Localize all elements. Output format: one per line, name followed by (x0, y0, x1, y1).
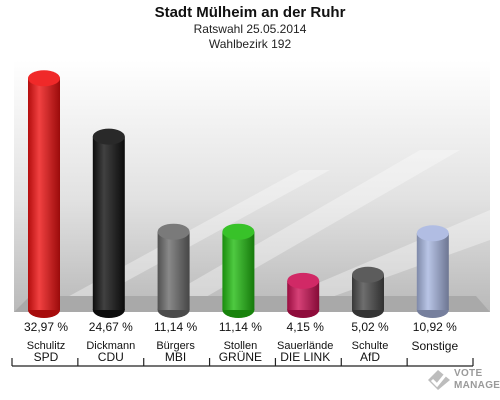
chart-subtitle-district: Wahlbezirk 192 (208, 37, 292, 51)
bar-body (28, 78, 60, 310)
bar-sonstige (416, 225, 449, 318)
bar-series (28, 70, 449, 318)
bar-top (416, 225, 449, 242)
candidate-label: Sauerlände (277, 340, 333, 352)
light-ray-2 (140, 150, 460, 312)
bar-afd (352, 266, 384, 318)
bar-body (157, 231, 190, 310)
bar-body (416, 233, 449, 310)
candidate-label: Bürgers (156, 340, 195, 352)
party-label: GRÜNE (219, 350, 262, 364)
vote-manager-wordmark: VOTE MANAGER (454, 368, 500, 392)
bar-gr-ne (222, 223, 255, 318)
value-label: 24,67 % (89, 320, 133, 334)
bar-spd (28, 70, 60, 318)
value-label: 32,97 % (24, 320, 68, 334)
bar-cdu (92, 128, 125, 318)
wordmark-line-1: VOTE (454, 368, 483, 379)
value-label: 5,02 % (351, 320, 389, 334)
party-label: MBI (165, 350, 186, 364)
candidate-label: Stollen (224, 340, 258, 352)
chart-subtitle-election: Ratswahl 25.05.2014 (193, 22, 307, 36)
value-label: 4,15 % (287, 320, 325, 334)
wordmark-line-2: MANAGER (454, 380, 500, 391)
party-label: DIE LINK (280, 350, 330, 364)
candidate-label: Schulitz (27, 340, 66, 352)
value-label: 11,14 % (219, 320, 262, 334)
party-label: Sonstige (411, 339, 458, 353)
chart-header: Stadt Mülheim an der Ruhr Ratswahl 25.05… (0, 4, 500, 52)
bar-top (287, 272, 320, 289)
value-label: 11,14 % (154, 320, 197, 334)
party-label: CDU (98, 350, 124, 364)
ballot-check-icon (428, 370, 450, 390)
bar-body (222, 231, 255, 310)
vote-manager-logo: VOTE MANAGER (426, 366, 500, 396)
bar-top (222, 223, 255, 240)
bar-die-link (287, 272, 320, 318)
chart-title: Stadt Mülheim an der Ruhr (154, 4, 346, 21)
bar-body (92, 136, 125, 310)
bar-top (352, 266, 384, 283)
party-label: AfD (360, 350, 380, 364)
party-label: SPD (34, 350, 59, 364)
value-label: 10,92 % (413, 320, 457, 334)
bar-top (157, 223, 190, 240)
bar-top (28, 70, 60, 87)
candidate-label: Schulte (352, 340, 389, 352)
bar-top (92, 128, 125, 145)
candidate-label: Dickmann (86, 340, 135, 352)
bar-mbi (157, 223, 190, 318)
